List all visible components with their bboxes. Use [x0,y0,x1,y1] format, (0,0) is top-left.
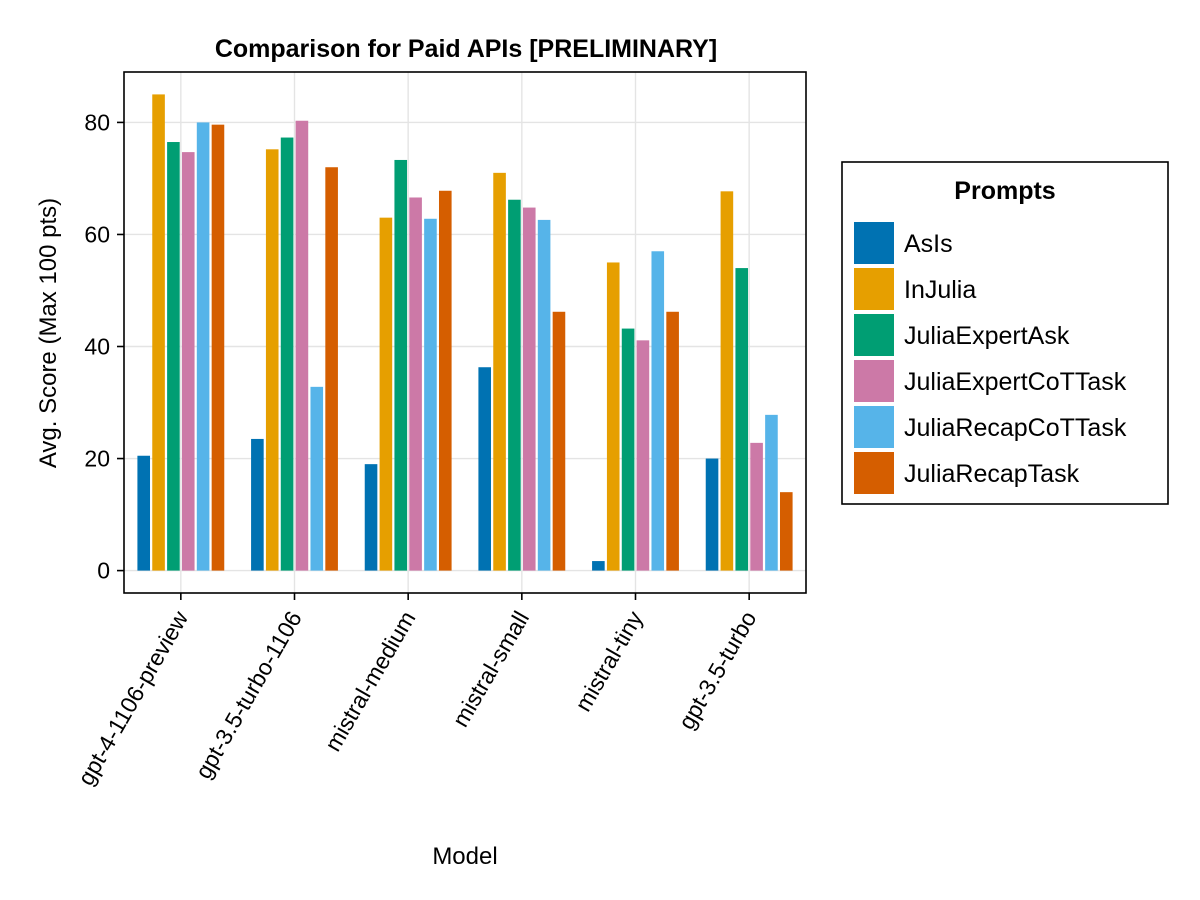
bar [606,262,620,571]
y-axis-label: Avg. Score (Max 100 pts) [35,198,62,468]
bar [493,172,506,571]
legend-swatch [854,314,894,356]
bar [735,268,749,571]
x-tick-label: gpt-3.5-turbo [673,607,761,734]
bar [750,442,763,571]
bar [651,251,665,571]
legend-label: InJulia [904,276,976,304]
legend-swatch [854,406,894,448]
legend: Prompts AsIs InJulia JuliaExpertAsk JuliaEx… [841,161,1169,505]
bar [636,340,650,571]
bar [137,455,151,571]
bar [310,386,324,571]
bar [537,219,551,571]
legend-box [841,161,1169,505]
bar [265,149,279,571]
plot-frame [123,71,807,594]
legend-swatch [854,360,894,402]
bar [181,152,195,571]
legend-label: AsIs [904,230,953,258]
bar [720,191,734,571]
y-tick-label: 80 [84,109,110,135]
bar [394,159,408,571]
bar [196,122,210,571]
bar [508,199,521,571]
legend-label: JuliaExpertCoTTask [904,368,1127,396]
bar [438,190,452,571]
bar [779,492,793,571]
bar [325,167,338,571]
bar [211,124,225,571]
y-tick-label: 0 [97,558,110,584]
x-tick-label: gpt-4-1106-preview [72,606,193,789]
bar [552,311,566,571]
chart-title: Comparison for Paid APIs [PRELIMINARY] [215,35,717,63]
grid [124,72,806,593]
legend-swatch [854,268,894,310]
bar [152,94,165,571]
x-tick-label: mistral-tiny [570,606,648,716]
bars [137,94,793,571]
x-axis-label: Model [432,843,497,870]
bar [251,438,264,571]
bar [280,137,294,571]
bar [666,311,679,571]
x-tick-label: mistral-medium [319,607,420,756]
bar [522,207,536,571]
bar [705,458,719,571]
legend-label: JuliaExpertAsk [904,322,1070,350]
bar [364,464,378,571]
bar [379,217,393,571]
legend-label: JuliaRecapCoTTask [904,414,1127,442]
bar [621,328,635,571]
bar [409,197,422,571]
bar [424,218,437,571]
y-tick-label: 20 [84,446,110,472]
y-tick-label: 40 [84,334,110,360]
bar [592,561,605,571]
bar [167,142,180,571]
x-tick-label: mistral-small [447,607,534,732]
legend-swatch [854,222,894,264]
bar [478,367,492,571]
bar [295,120,309,571]
y-axis-ticks: 0 20 40 60 80 [84,109,124,584]
legend-title: Prompts [954,177,1055,205]
bar [765,414,778,571]
x-tick-label: gpt-3.5-turbo-1106 [190,607,307,784]
y-tick-label: 60 [84,221,110,247]
legend-swatch [854,452,894,494]
legend-label: JuliaRecapTask [904,460,1080,488]
